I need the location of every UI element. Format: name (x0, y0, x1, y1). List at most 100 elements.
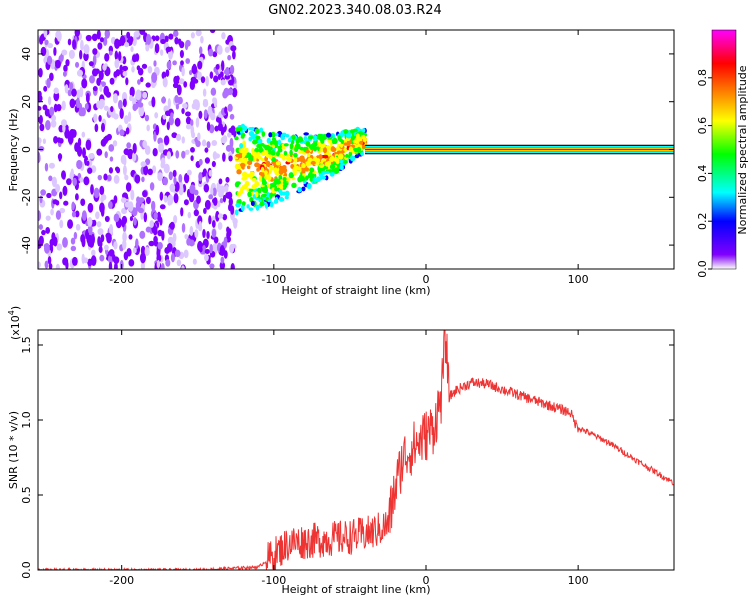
spectrogram-cell (356, 146, 362, 153)
spectrogram-cell (224, 184, 229, 194)
spectrogram-cell (189, 184, 196, 194)
spectrogram-cell (274, 196, 279, 203)
spectrogram-cell (166, 121, 170, 131)
spectrogram-cell (124, 42, 130, 48)
spectrogram-cell (181, 222, 186, 233)
spectrogram-cell (160, 157, 166, 167)
spectrogram-cell (209, 71, 214, 79)
spectrogram-cell (173, 214, 178, 224)
spectrogram-cell (80, 234, 86, 244)
spectrogram-cell (218, 178, 223, 185)
spectrogram-cell (85, 92, 90, 104)
spectrogram-cell (126, 247, 132, 257)
spectrogram-cell (152, 165, 157, 174)
spectrogram-cell (119, 35, 126, 46)
y-tick-label: -40 (20, 236, 33, 254)
spectrogram-cell (211, 220, 216, 228)
spectrogram-cell (73, 231, 78, 240)
spectrogram-cell (208, 194, 214, 200)
spectrogram-cell (62, 185, 68, 197)
spectrogram-cell (180, 60, 184, 66)
spectrogram-cell (47, 256, 52, 265)
spectrogram-cell (273, 167, 278, 174)
spectrogram-cell (360, 151, 364, 156)
spectrogram-cell (343, 129, 349, 134)
spectrogram-cell (257, 138, 263, 144)
colorbar-label: Normalized spectral amplitude (736, 65, 749, 234)
x-tick-label: -200 (109, 574, 134, 587)
spectrogram-cell (45, 215, 51, 221)
spectrogram-cell (38, 152, 41, 163)
spectrogram-cell (71, 256, 78, 266)
spectrogram-cell (58, 153, 62, 162)
spectrogram-cell (261, 180, 267, 186)
spectrogram-cell (230, 263, 235, 269)
spectrogram-cell (318, 143, 323, 148)
spectrogram-cell (108, 144, 115, 152)
spectrogram-cell (231, 87, 238, 98)
spectrogram-cell (305, 160, 311, 167)
spectrogram-cell (88, 61, 94, 67)
spectrogram-cell (325, 170, 330, 175)
spectrogram-cell (98, 245, 103, 254)
spectrogram-cell (256, 151, 261, 158)
spectrogram-cell (202, 88, 207, 97)
spectrogram-cell (123, 115, 129, 125)
spectrogram-cell (220, 79, 226, 86)
spectrogram-cell (317, 168, 322, 174)
spectrogram-cell (96, 30, 101, 40)
spectrogram-cell (185, 123, 192, 130)
spectrogram-cell (181, 136, 185, 144)
spectrogram-cell (156, 259, 161, 269)
spectrogram-cell (108, 167, 114, 174)
spectrogram-cell (246, 204, 250, 209)
spectrogram-cell (185, 116, 192, 125)
spectrogram-cell (137, 79, 141, 85)
scale-prefix: (x10 (9, 315, 22, 340)
spectrogram-cell (38, 210, 42, 222)
spectrogram-cell (242, 183, 249, 190)
spectrogram-cell (103, 244, 109, 251)
spectrogram-cell (154, 35, 160, 42)
spectrogram-cell (270, 182, 277, 188)
spectrogram-cell (135, 89, 142, 101)
spectrogram-cell (76, 159, 83, 170)
spectrogram-cell (297, 176, 303, 183)
spectrogram-cell (293, 156, 298, 164)
spectrogram-cell (271, 157, 277, 163)
spectrogram-cell (144, 158, 151, 166)
spectrogram-cell (187, 211, 192, 219)
spectrogram-cell (137, 102, 144, 108)
spectrogram-cells (38, 30, 674, 269)
spectrogram-cell (214, 153, 221, 159)
spectrogram-cell (235, 153, 242, 158)
spectrogram-cell (307, 135, 314, 140)
spectrogram-cell (193, 78, 199, 84)
spectrogram-cell (261, 151, 266, 157)
spectrogram-cell (282, 176, 287, 182)
x-tick-label: 100 (568, 273, 589, 286)
spectrogram-cell (39, 195, 43, 204)
spectrogram-cell (264, 202, 269, 209)
spectrogram-cell (163, 195, 168, 203)
spectrogram-cell (304, 175, 309, 181)
spectrogram-cell (67, 89, 72, 97)
spectrogram-cell (102, 36, 108, 46)
spectrogram-cell (157, 241, 163, 250)
spectrogram-cell (226, 191, 233, 200)
spectrogram-cell (284, 195, 289, 200)
spectrogram-cell (207, 48, 214, 57)
spectrogram-cell (171, 132, 178, 139)
spectrogram-cell (259, 201, 265, 207)
spectrogram-cell (82, 147, 86, 159)
spectrogram-cell (63, 64, 68, 72)
spectrogram-cell (39, 35, 44, 45)
spectrogram-cell (60, 119, 67, 127)
spectrogram-cell (98, 70, 104, 81)
spectrogram-cell (160, 39, 166, 45)
spectrogram-cell (76, 69, 84, 77)
spectrogram-cell (148, 240, 155, 247)
spectrogram-cell (301, 169, 306, 174)
spectrogram-cell (99, 37, 104, 43)
spectrogram-cell (61, 100, 66, 111)
